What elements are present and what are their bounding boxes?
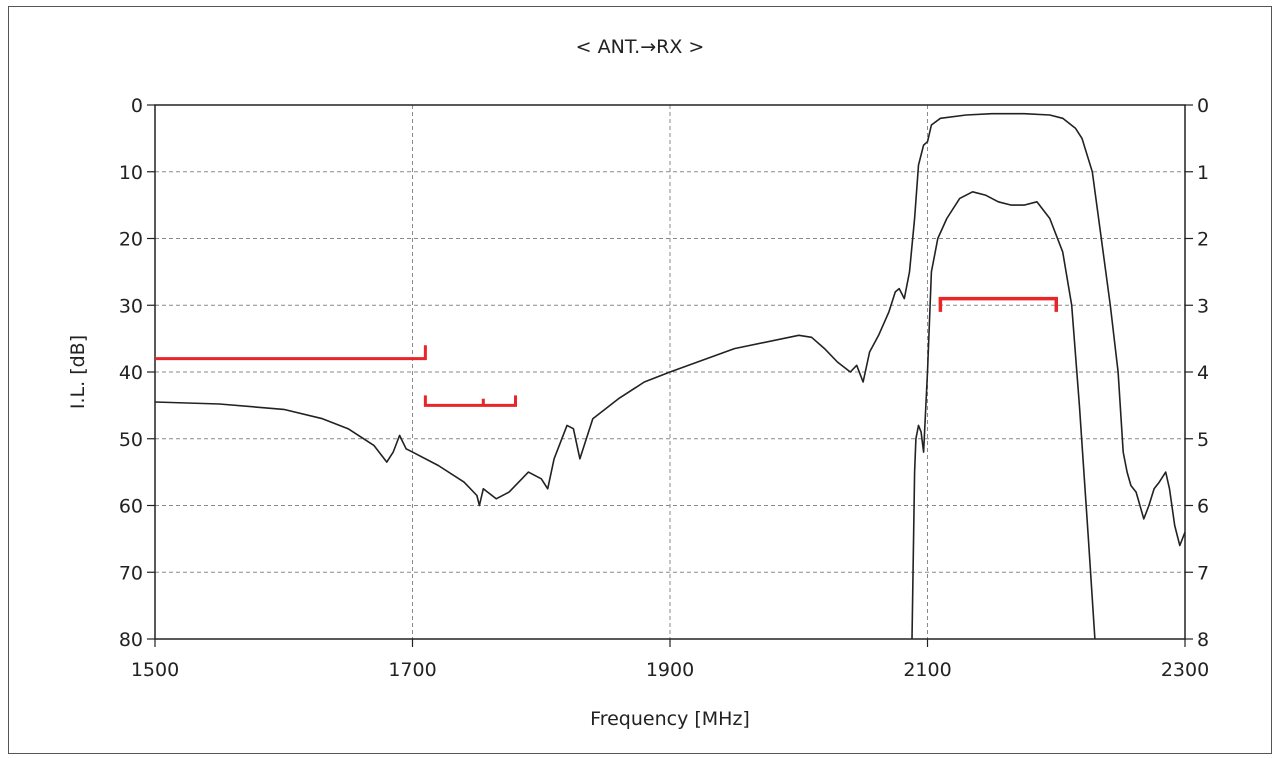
y-left-tick-label: 80 (119, 629, 143, 651)
y-right-tick-label: 0 (1197, 95, 1209, 117)
series-il-dB (154, 112, 1186, 547)
y-left-tick-label: 70 (119, 562, 143, 584)
spec-mask-rx-band (938, 296, 1058, 312)
x-tick-label: 1700 (388, 659, 436, 681)
y-left-tick-label: 30 (119, 295, 143, 317)
spec-mask-tx-band (423, 395, 517, 407)
y-right-tick-label: 1 (1197, 162, 1209, 184)
y-right-tick-label: 3 (1197, 295, 1209, 317)
x-tick-label: 1500 (131, 659, 179, 681)
chart-title: < ANT.→RX > (576, 36, 705, 58)
y-axis-left-ticks: 0 10 20 30 40 50 60 70 80 (119, 95, 155, 651)
y-axis-right-ticks: 0 1 2 3 4 5 6 7 8 (1185, 95, 1209, 651)
x-tick-label: 2300 (1161, 659, 1209, 681)
x-axis-ticks: 1500 1700 1900 2100 2300 (131, 639, 1209, 681)
y-right-tick-label: 6 (1197, 496, 1209, 518)
spec-mask-low-band (155, 345, 427, 361)
series-il-right-scale (911, 191, 1096, 640)
y-right-tick-label: 7 (1197, 562, 1209, 584)
y-axis-label: I.L. [dB] (67, 335, 89, 409)
x-tick-label: 1900 (646, 659, 694, 681)
y-left-tick-label: 10 (119, 162, 143, 184)
x-axis-label: Frequency [MHz] (590, 708, 750, 730)
y-left-tick-label: 50 (119, 429, 143, 451)
x-tick-label: 2100 (903, 659, 951, 681)
y-right-tick-label: 4 (1197, 362, 1209, 384)
y-right-tick-label: 8 (1197, 629, 1209, 651)
y-right-tick-label: 5 (1197, 429, 1209, 451)
chart-frame (8, 6, 1272, 754)
y-left-tick-label: 20 (119, 229, 143, 251)
y-left-tick-label: 60 (119, 496, 143, 518)
spec-masks (155, 296, 1058, 407)
y-left-tick-label: 0 (131, 95, 143, 117)
y-left-tick-label: 40 (119, 362, 143, 384)
series-group (154, 112, 1186, 640)
y-right-tick-label: 2 (1197, 229, 1209, 251)
